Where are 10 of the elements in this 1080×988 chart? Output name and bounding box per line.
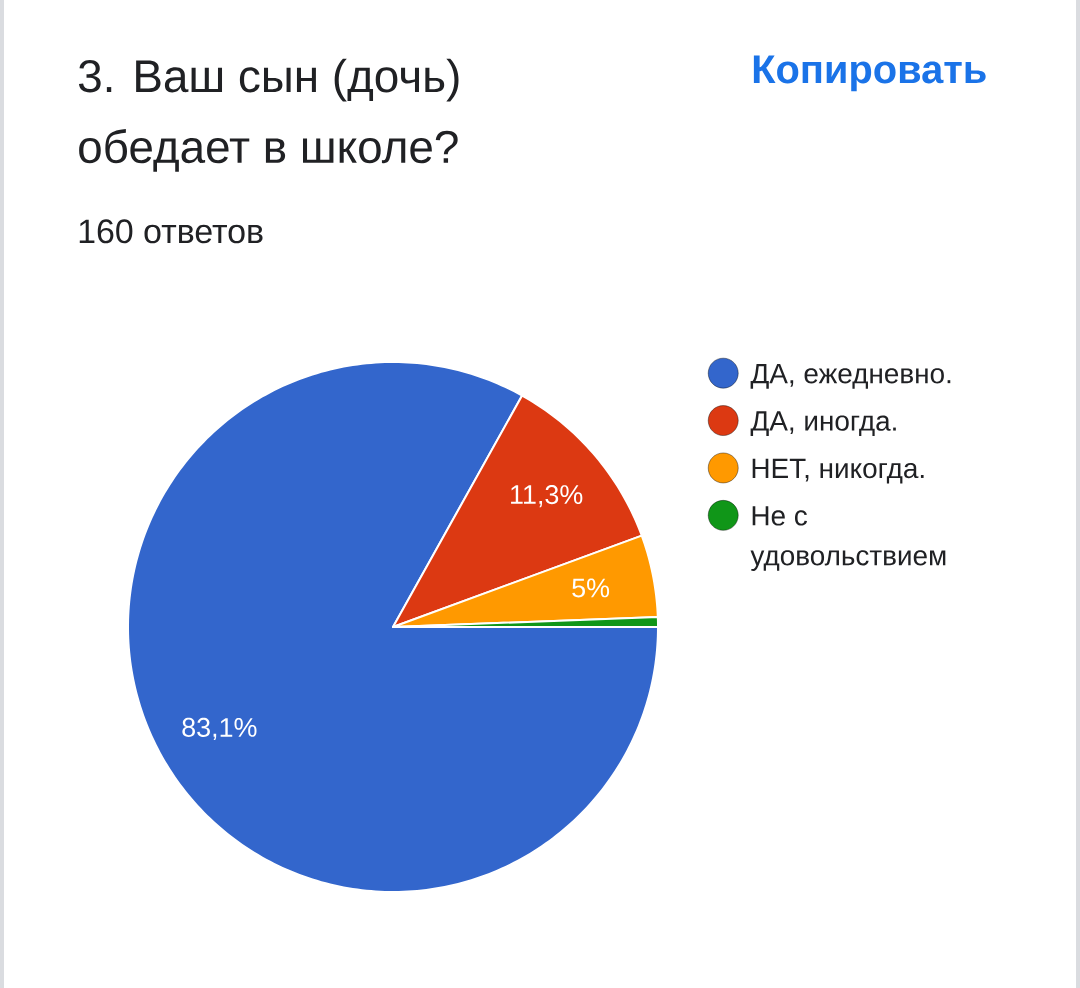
data-label: 83,1% [182, 717, 257, 741]
text: Копировать [753, 55, 986, 92]
data-label: 5% [572, 578, 610, 598]
chart-title: 3. Ваш сын (дочь) обедает в школе? [78, 58, 459, 172]
legend-label: ДА, иногда. [750, 411, 896, 437]
data-label: 11,3% [511, 485, 583, 508]
legend-label: НЕТ, никогда. [752, 458, 924, 484]
legend-label: Не с удовольствием [750, 506, 946, 571]
chart-subtitle: 160 ответов [79, 219, 263, 244]
legend-label: ДА, ежедневно. [750, 363, 951, 389]
